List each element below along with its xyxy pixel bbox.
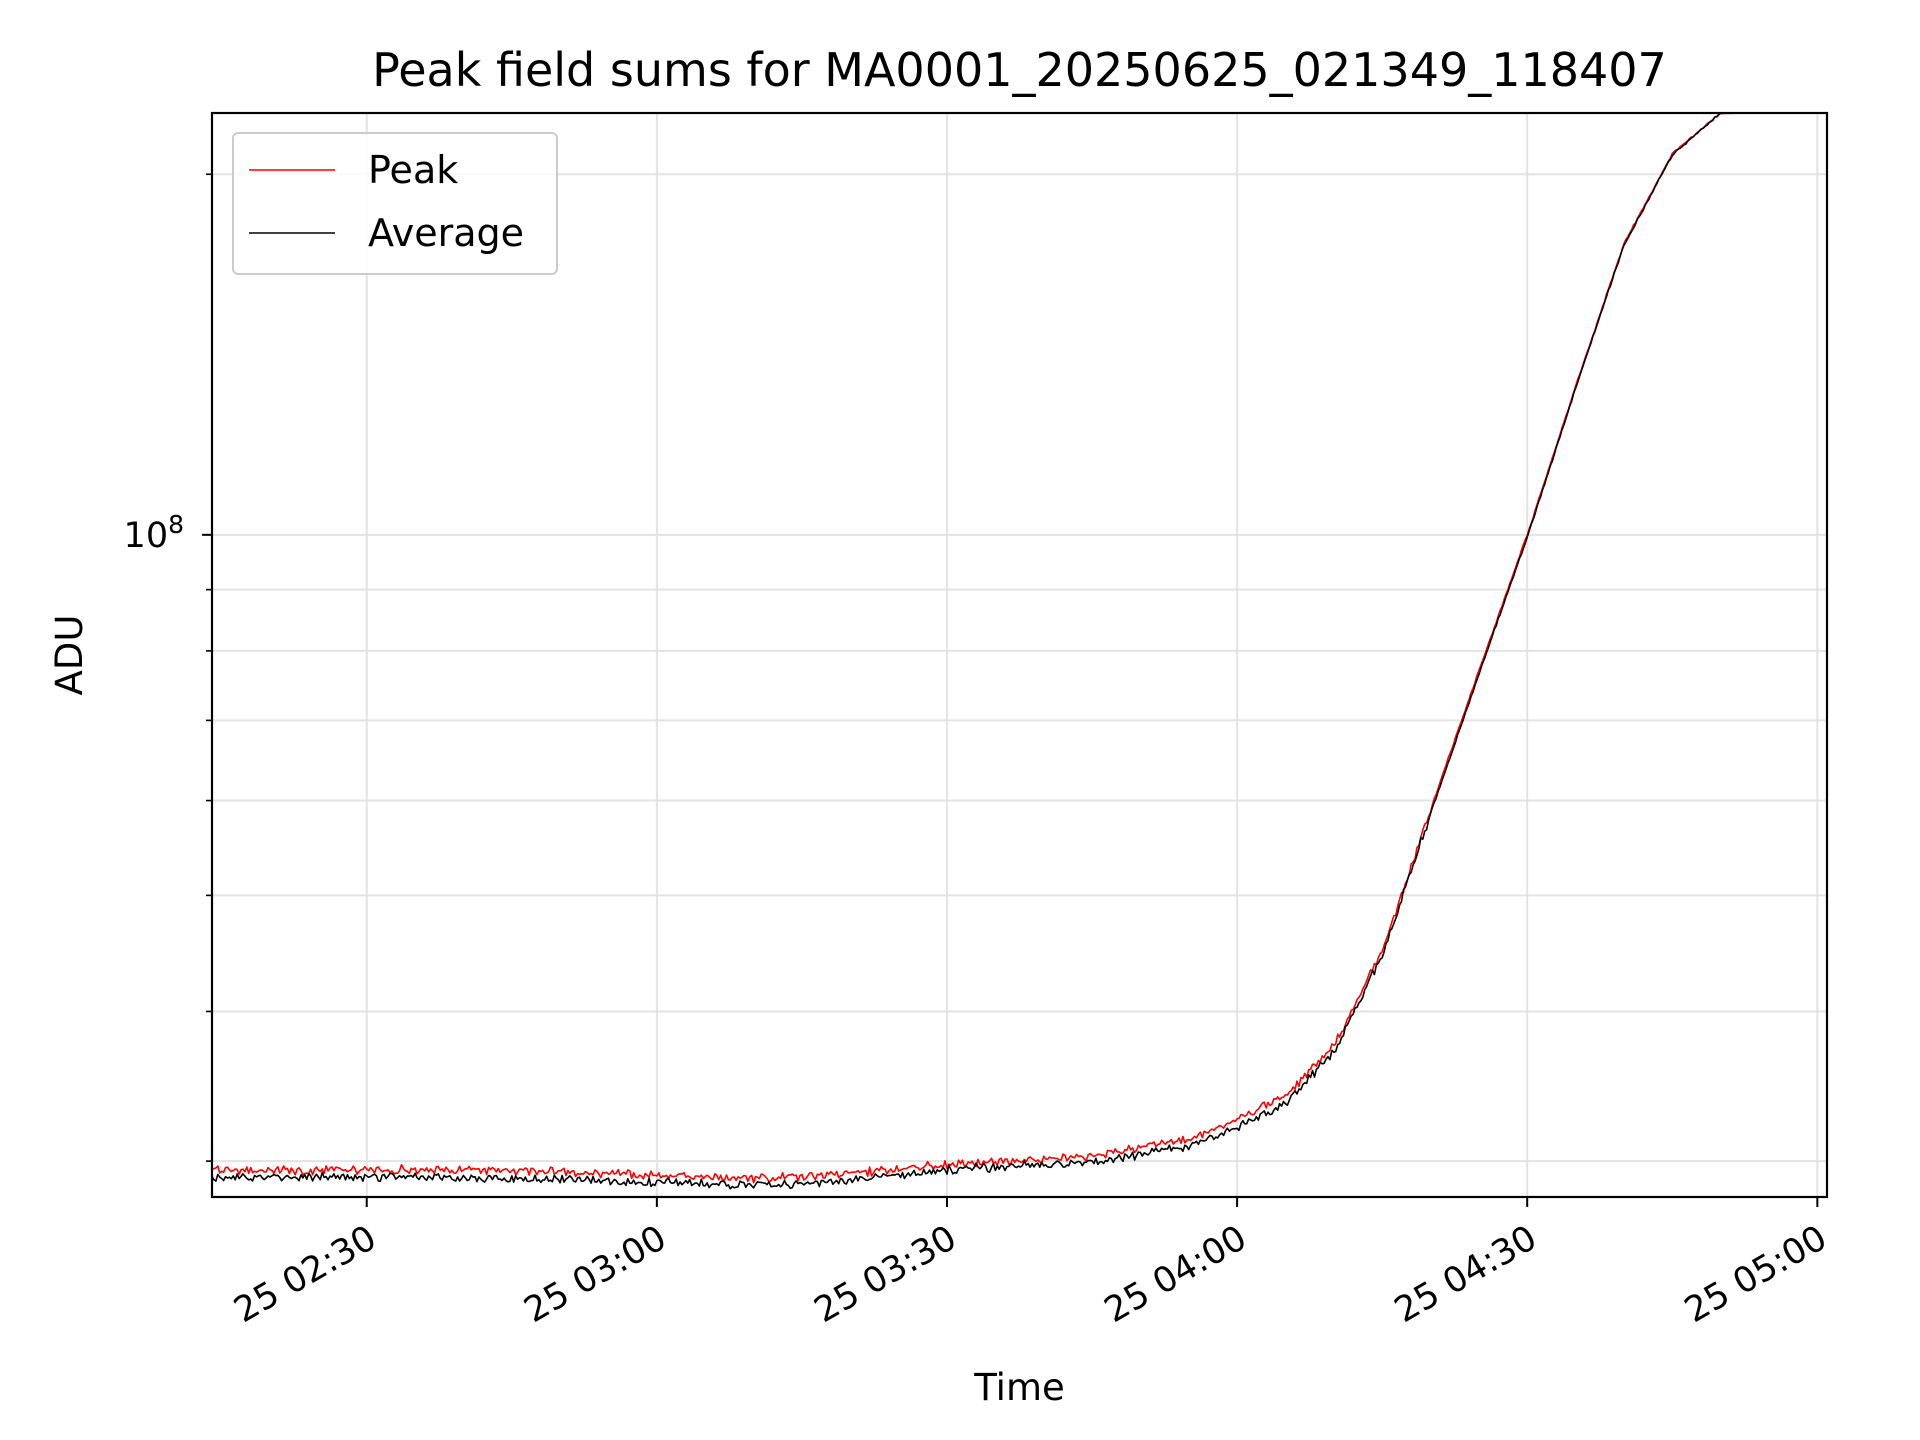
legend-label-average: Average [368, 211, 524, 255]
legend-label-peak: Peak [368, 148, 458, 192]
series-lines [211, 112, 1750, 1190]
legend: Peak Average [232, 132, 558, 275]
legend-box [232, 132, 558, 275]
chart-title: Peak field sums for MA0001_20250625_0213… [372, 43, 1667, 97]
series-line-peak [211, 112, 1750, 1184]
x-axis-title: Time [973, 1366, 1065, 1409]
plot-frame [210, 111, 1829, 1199]
grid-lines [212, 113, 1827, 1197]
y-axis-title: ADU [48, 615, 91, 696]
y-tick-label: 108 [124, 510, 184, 556]
series-line-average [211, 112, 1750, 1190]
